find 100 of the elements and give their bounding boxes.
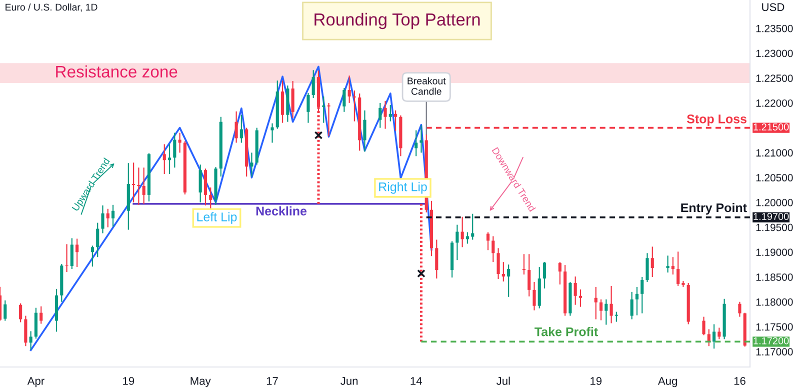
candlestick: [702, 316, 706, 336]
candlestick: [614, 311, 618, 322]
candlestick: [162, 144, 166, 175]
x-tick-label: 17: [266, 377, 278, 385]
annotation: Entry Point: [681, 202, 747, 215]
candlestick: [24, 315, 28, 347]
candlestick: [29, 330, 32, 350]
candlestick: [101, 204, 104, 234]
candlestick: [435, 239, 438, 280]
y-tick-label: 1.17000: [756, 348, 793, 356]
candlestick: [666, 255, 670, 274]
candlestick: [342, 87, 346, 112]
y-tick-label: 1.17500: [756, 323, 793, 331]
x-tick-label: 19: [123, 377, 134, 385]
candlestick: [173, 132, 176, 168]
candlestick: [70, 238, 74, 270]
annotation: Stop Loss: [686, 114, 746, 126]
y-tick-label: 1.23000: [756, 50, 793, 58]
candlestick: [90, 245, 94, 268]
candlestick: [234, 110, 238, 144]
data-label: 1.19700: [754, 212, 789, 220]
annotation: Right Lip: [379, 182, 427, 194]
y-tick-label: 1.18000: [756, 298, 793, 306]
candlestick: [496, 248, 500, 280]
x-tick-label: Jun: [340, 377, 358, 385]
candlestick: [240, 114, 243, 144]
candlestick: [378, 102, 382, 128]
candlestick: [420, 124, 423, 154]
candlestick: [132, 162, 136, 203]
candlestick: [646, 252, 649, 283]
candlestick: [486, 232, 490, 251]
candlestick: [40, 306, 43, 324]
candlestick: [291, 80, 294, 118]
text: Rounding Top Pattern: [314, 12, 480, 30]
y-axis-title: USD: [762, 3, 784, 12]
candlestick: [738, 301, 742, 318]
y-tick-label: 1.21000: [756, 149, 793, 157]
candlestick: [471, 213, 474, 240]
y-tick-label: 1.22000: [756, 99, 793, 107]
y-tick-label: 1.20500: [756, 174, 793, 182]
candlestick: [384, 100, 387, 130]
candlestick: [671, 256, 674, 276]
candlestick: [466, 232, 470, 244]
candlestick: [348, 75, 351, 104]
candlestick: [34, 307, 38, 340]
x-tick-label: Aug: [658, 377, 677, 388]
annotation: Take Profit: [534, 327, 598, 336]
chart-subtitle: Euro / U.S. Dollar, 1D: [6, 3, 98, 12]
candlestick: [456, 224, 459, 261]
candlestick: [718, 327, 721, 340]
candlestick: [640, 276, 644, 314]
candlestick: [250, 152, 254, 178]
band-label: Resistance zone: [56, 65, 178, 78]
data-label: 1.17200: [754, 337, 789, 344]
candlestick: [4, 300, 7, 322]
candlestick: [460, 216, 464, 248]
candlestick: [178, 132, 182, 154]
y-tick-label: 1.19000: [756, 248, 793, 256]
candlestick: [502, 262, 505, 282]
candlestick: [327, 102, 330, 137]
annotation: Left Lip: [197, 212, 237, 224]
candlestick: [168, 144, 172, 175]
candlestick: [414, 130, 418, 157]
candlestick: [96, 222, 100, 258]
data-label: 1.21500: [754, 123, 789, 130]
candlestick: [599, 298, 603, 321]
y-tick-label: 1.20000: [756, 198, 793, 206]
candlestick: [306, 92, 310, 124]
candlestick: [19, 302, 22, 323]
candlestick: [676, 251, 680, 286]
x-tick-label: Jul: [496, 376, 510, 385]
candlestick: [492, 236, 495, 263]
candlestick: [635, 286, 639, 316]
candlestick: [312, 70, 315, 99]
candlestick: [106, 208, 110, 228]
annotation: Breakout Candle: [408, 77, 446, 95]
candlestick: [574, 276, 577, 306]
candlestick: [542, 262, 546, 289]
candlestick: [322, 96, 326, 124]
candlestick: [604, 298, 608, 326]
candlestick: [142, 167, 146, 204]
y-tick-label: 1.23500: [756, 24, 793, 32]
candlestick: [65, 244, 68, 273]
y-tick-label: 1.18500: [756, 273, 793, 281]
x-tick-label: Apr: [27, 377, 44, 388]
candlestick: [270, 122, 274, 144]
annotation: Neckline: [256, 206, 307, 216]
x-tick-label: May: [190, 377, 211, 388]
candlestick: [610, 285, 613, 324]
candlestick: [394, 110, 398, 132]
candlestick: [507, 264, 510, 298]
x-tick-label: 19: [590, 377, 602, 385]
candlestick: [280, 80, 284, 124]
candlestick: [650, 246, 654, 278]
candlestick: [352, 90, 356, 122]
candlestick: [578, 288, 582, 308]
x-tick-label: 16: [734, 377, 746, 385]
candlestick: [198, 164, 202, 203]
y-tick-label: 1.19500: [756, 224, 793, 232]
candlestick: [528, 254, 531, 297]
